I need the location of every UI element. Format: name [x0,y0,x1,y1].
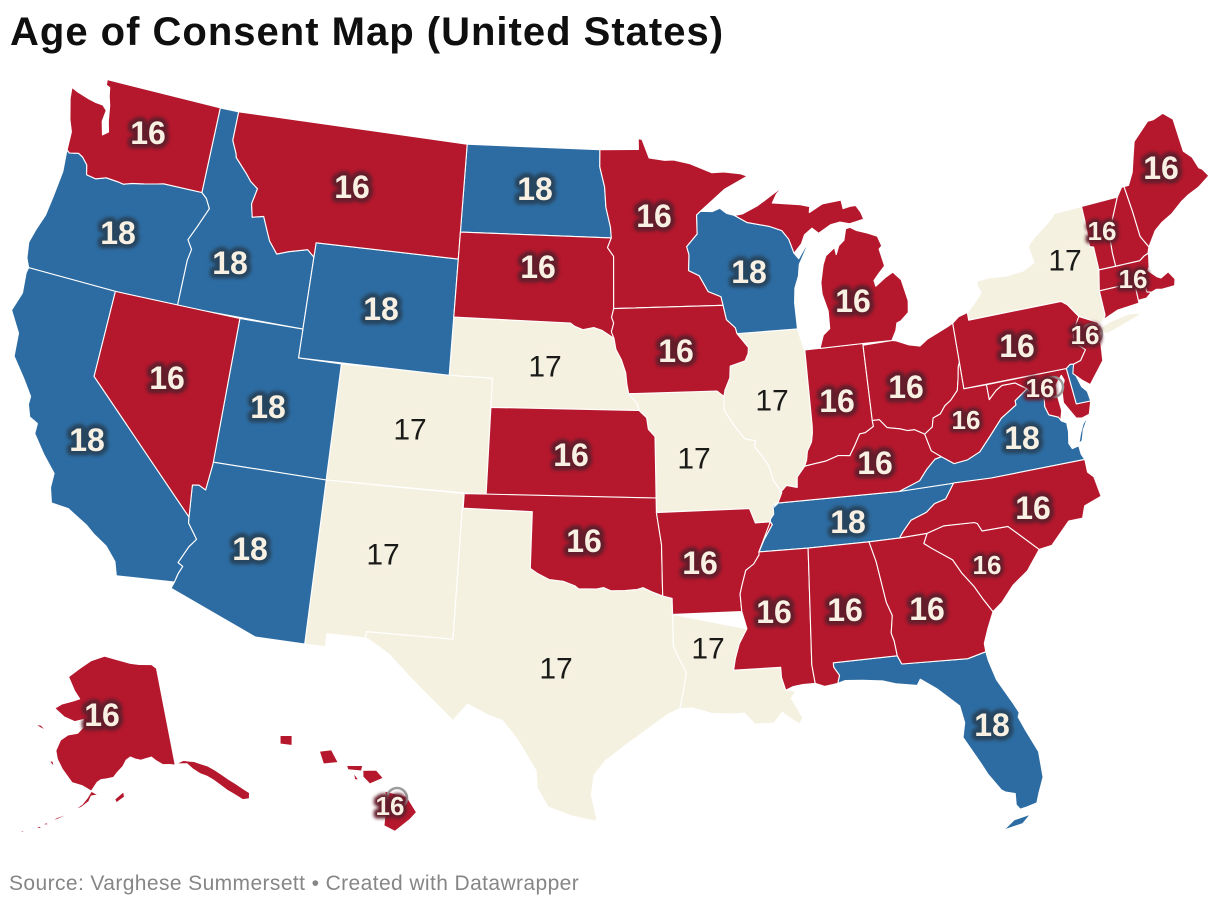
svg-text:18: 18 [232,531,268,567]
svg-text:16: 16 [376,791,405,821]
svg-text:16: 16 [376,791,405,821]
svg-text:16: 16 [1119,264,1148,294]
svg-text:17: 17 [539,653,572,686]
svg-text:16: 16 [857,445,893,481]
svg-text:16: 16 [1026,373,1055,403]
svg-text:17: 17 [528,351,561,384]
svg-text:18: 18 [731,254,767,290]
svg-text:18: 18 [69,422,105,458]
svg-text:17: 17 [539,653,572,686]
svg-text:16: 16 [130,115,166,151]
svg-text:16: 16 [909,591,945,627]
svg-text:16: 16 [999,328,1035,364]
svg-text:17: 17 [691,633,724,666]
svg-text:16: 16 [1015,490,1051,526]
svg-text:17: 17 [393,414,426,447]
svg-text:18: 18 [363,291,399,327]
svg-text:16: 16 [1088,216,1117,246]
svg-text:18: 18 [250,389,286,425]
svg-text:16: 16 [658,333,694,369]
svg-text:16: 16 [819,383,855,419]
svg-text:16: 16 [1143,150,1179,186]
svg-text:18: 18 [212,245,248,281]
svg-text:16: 16 [334,169,370,205]
svg-text:18: 18 [363,291,399,327]
svg-text:16: 16 [952,405,981,435]
svg-text:18: 18 [830,504,866,540]
svg-text:17: 17 [528,351,561,384]
svg-text:18: 18 [731,254,767,290]
svg-text:18: 18 [212,245,248,281]
svg-text:16: 16 [888,369,924,405]
svg-text:16: 16 [1088,216,1117,246]
svg-text:16: 16 [636,198,672,234]
svg-text:16: 16 [149,360,185,396]
svg-text:16: 16 [130,115,166,151]
svg-text:18: 18 [517,171,553,207]
svg-text:16: 16 [819,383,855,419]
svg-text:16: 16 [973,550,1002,580]
svg-text:16: 16 [909,591,945,627]
svg-text:16: 16 [1119,264,1148,294]
svg-text:16: 16 [682,545,718,581]
svg-text:16: 16 [1015,490,1051,526]
svg-text:18: 18 [100,215,136,251]
svg-text:16: 16 [520,249,556,285]
svg-text:18: 18 [974,707,1010,743]
svg-text:17: 17 [755,385,788,418]
svg-text:16: 16 [636,198,672,234]
svg-text:16: 16 [952,405,981,435]
svg-text:17: 17 [1048,245,1081,278]
svg-text:16: 16 [857,445,893,481]
svg-text:17: 17 [366,539,399,572]
svg-text:16: 16 [149,360,185,396]
svg-text:16: 16 [553,437,589,473]
svg-text:18: 18 [974,707,1010,743]
svg-text:16: 16 [566,523,602,559]
svg-text:17: 17 [1048,245,1081,278]
svg-text:16: 16 [553,437,589,473]
svg-text:16: 16 [334,169,370,205]
svg-text:17: 17 [393,414,426,447]
svg-text:18: 18 [1004,420,1040,456]
svg-text:16: 16 [973,550,1002,580]
svg-text:16: 16 [835,283,871,319]
svg-text:16: 16 [835,283,871,319]
svg-text:18: 18 [250,389,286,425]
svg-text:16: 16 [1071,320,1100,350]
svg-text:16: 16 [682,545,718,581]
svg-text:16: 16 [756,594,792,630]
svg-text:16: 16 [84,697,120,733]
svg-text:17: 17 [677,443,710,476]
svg-text:16: 16 [658,333,694,369]
svg-text:18: 18 [232,531,268,567]
svg-text:16: 16 [999,328,1035,364]
svg-text:16: 16 [520,249,556,285]
svg-text:18: 18 [830,504,866,540]
svg-text:16: 16 [1071,320,1100,350]
svg-text:16: 16 [827,592,863,628]
svg-text:16: 16 [827,592,863,628]
svg-text:16: 16 [84,697,120,733]
svg-text:16: 16 [888,369,924,405]
svg-text:18: 18 [517,171,553,207]
svg-text:18: 18 [100,215,136,251]
svg-text:16: 16 [756,594,792,630]
svg-text:17: 17 [691,633,724,666]
svg-text:17: 17 [677,443,710,476]
svg-text:16: 16 [566,523,602,559]
svg-text:17: 17 [366,539,399,572]
svg-text:18: 18 [69,422,105,458]
svg-text:16: 16 [1143,150,1179,186]
svg-text:16: 16 [1026,373,1055,403]
svg-text:17: 17 [755,385,788,418]
svg-text:18: 18 [1004,420,1040,456]
